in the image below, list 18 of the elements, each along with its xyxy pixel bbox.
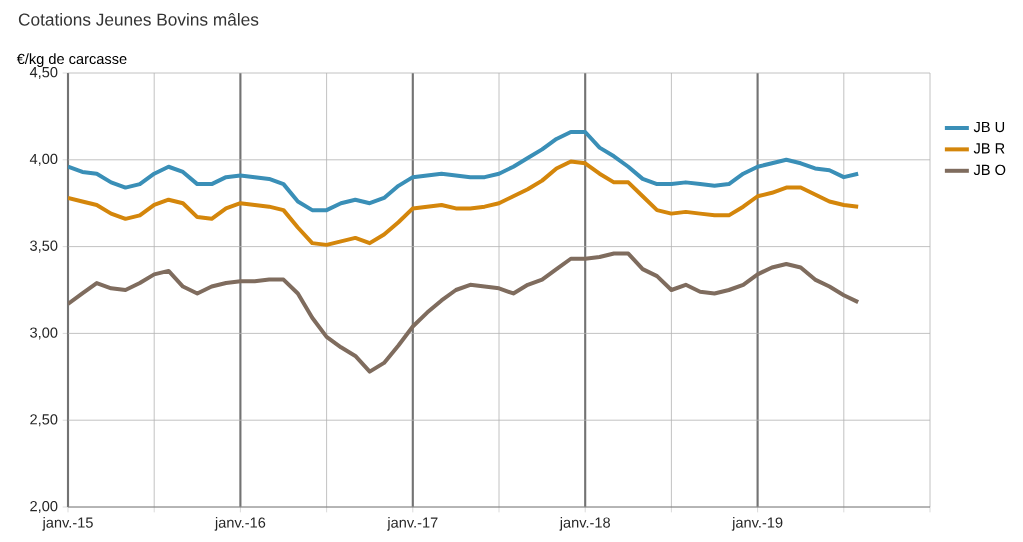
legend-label: JB O xyxy=(973,164,1006,176)
legend-label: JB R xyxy=(973,143,1005,154)
y-tick-label: 4,00 xyxy=(29,153,58,166)
x-tick-label: janv.-15 xyxy=(42,517,93,531)
x-tick-label: janv.-19 xyxy=(731,517,783,531)
y-tick-label: 3,00 xyxy=(30,327,58,340)
y-axis-title: €/kg de carcasse xyxy=(16,53,127,67)
y-tick-label: 2,50 xyxy=(30,414,58,427)
x-tick-label: janv.-16 xyxy=(214,517,266,531)
x-tick-label: janv.-17 xyxy=(387,517,438,531)
y-tick-label: 3,50 xyxy=(30,240,58,253)
y-tick-label: 4,50 xyxy=(29,66,58,80)
line-series xyxy=(68,251,861,374)
x-tick-label: janv.-18 xyxy=(559,517,610,531)
chart-title: Cotations Jeunes Bovins mâles xyxy=(18,12,259,26)
line-series xyxy=(68,130,861,213)
y-tick-label: 2,00 xyxy=(30,500,58,514)
legend-label: JB U xyxy=(973,121,1005,133)
